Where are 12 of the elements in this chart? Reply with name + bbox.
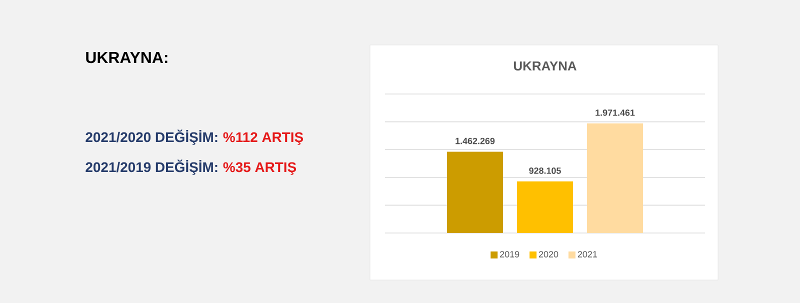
legend-label: 2021	[578, 251, 597, 258]
text: 2021/2020 DEĞİŞİM:	[86, 130, 218, 145]
data-label: 1.971.461	[596, 110, 635, 116]
data-label: 1.462.269	[456, 138, 495, 144]
text: UKRAYNA:	[86, 52, 168, 64]
data-label: 928.105	[529, 168, 561, 174]
text: %35 ARTIŞ	[223, 162, 296, 175]
legend-label: 2020	[538, 251, 558, 258]
legend-label: 2019	[500, 251, 520, 258]
text: %112 ARTIŞ	[223, 132, 304, 145]
chart-title: UKRAYNA	[514, 61, 576, 70]
text: 2021/2019 DEĞİŞİM:	[86, 160, 218, 175]
